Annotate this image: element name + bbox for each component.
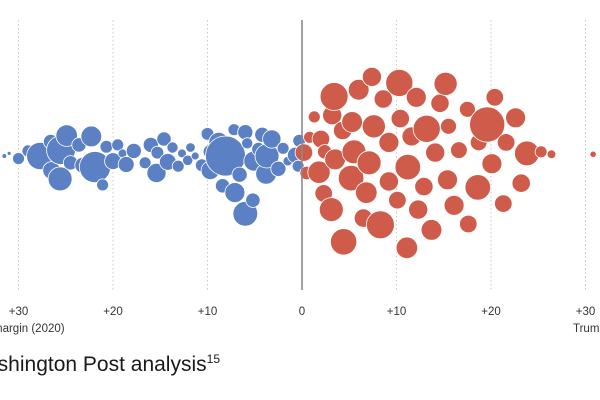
source-note: ashington Post analysis15 <box>0 352 220 377</box>
rep-bubble <box>450 141 468 159</box>
rep-bubble <box>511 173 531 193</box>
rep-bubble <box>485 88 505 107</box>
rep-bubble <box>589 150 597 158</box>
rep-bubble <box>458 100 476 118</box>
rep-bubble <box>356 150 382 176</box>
bubbles <box>1 66 597 260</box>
rep-bubble <box>329 228 358 256</box>
dem-bubble <box>1 153 8 159</box>
rep-bubble <box>414 177 434 197</box>
rep-bubble <box>464 174 492 201</box>
dem-bubble <box>12 152 25 166</box>
rep-bubble <box>361 66 382 87</box>
source-text: ashington Post analysis <box>0 353 207 376</box>
rep-bubble <box>307 160 331 184</box>
dem-bubble <box>276 141 290 155</box>
x-tick-labels: +30 +20 +10 0 +10 +20 +30 <box>9 306 596 318</box>
rep-bubble <box>412 114 441 143</box>
dem-bubble <box>224 182 246 204</box>
dem-bubble <box>241 137 254 150</box>
dem-bubble <box>231 166 248 183</box>
x-tick-label: +20 <box>103 306 123 318</box>
dem-bubble <box>171 159 185 173</box>
rep-bubble <box>390 109 410 129</box>
dem-bubble <box>96 178 109 192</box>
dem-bubble <box>138 156 152 170</box>
x-tick-label: +30 <box>576 306 596 318</box>
x-tick-label: +30 <box>9 306 29 318</box>
rep-bubble <box>373 89 393 109</box>
x-tick-label: +10 <box>198 306 218 318</box>
rep-bubble <box>294 143 314 162</box>
dem-bubble <box>146 162 167 183</box>
x-tick-label: 0 <box>299 306 305 318</box>
rep-bubble <box>440 117 457 135</box>
rep-bubble <box>307 110 321 124</box>
dem-bubble <box>262 129 282 149</box>
dem-bubble <box>6 150 12 156</box>
rep-bubble <box>378 131 400 153</box>
rep-bubble <box>318 197 344 223</box>
dem-bubble <box>125 142 142 159</box>
x-axis-label-right: Trump <box>573 323 600 335</box>
rep-bubble <box>388 190 407 210</box>
dem-bubble <box>47 166 73 192</box>
rep-bubble <box>319 82 349 111</box>
rep-bubble <box>459 214 478 234</box>
dem-bubble <box>111 138 125 152</box>
dem-bubble <box>177 148 187 159</box>
rep-bubble <box>425 142 446 163</box>
rep-bubble <box>395 236 419 260</box>
dem-bubble <box>182 154 194 166</box>
source-footnote-ref: 15 <box>206 352 220 366</box>
rep-bubble <box>361 114 386 139</box>
dem-bubble <box>156 131 172 147</box>
rep-bubble <box>378 171 399 192</box>
rep-bubble <box>494 194 513 213</box>
x-tick-label: +20 <box>481 306 501 318</box>
dem-bubble <box>190 151 200 161</box>
dem-bubble <box>117 156 135 173</box>
rep-bubble <box>505 107 526 129</box>
rep-bubble <box>534 145 548 159</box>
rep-bubble <box>365 210 395 240</box>
rep-bubble <box>337 164 365 192</box>
x-axis-label-left: margin (2020) <box>0 323 65 335</box>
dem-bubble <box>80 125 103 148</box>
rep-bubble <box>433 71 458 96</box>
rep-bubble <box>420 219 443 241</box>
rep-bubble <box>347 78 370 101</box>
rep-bubble <box>408 199 429 220</box>
rep-bubble <box>394 153 422 181</box>
rep-bubble <box>546 149 557 160</box>
rep-bubble <box>430 93 450 113</box>
dem-bubble <box>245 192 261 208</box>
dem-bubble <box>55 124 78 147</box>
rep-bubble <box>443 194 465 216</box>
dem-bubble <box>237 124 254 141</box>
dem-bubble <box>166 141 179 154</box>
rep-bubble <box>437 169 458 191</box>
rep-bubble <box>481 153 503 175</box>
rep-bubble <box>341 111 363 133</box>
rep-bubble <box>385 68 414 97</box>
dem-bubble <box>150 145 165 160</box>
x-tick-label: +10 <box>387 306 407 318</box>
dem-bubble <box>270 160 287 177</box>
rep-bubble <box>355 181 378 204</box>
rep-bubble <box>496 133 516 152</box>
rep-bubble <box>469 106 506 143</box>
dem-bubble <box>99 139 114 154</box>
dem-bubble <box>185 142 196 153</box>
rep-bubble <box>405 86 427 108</box>
